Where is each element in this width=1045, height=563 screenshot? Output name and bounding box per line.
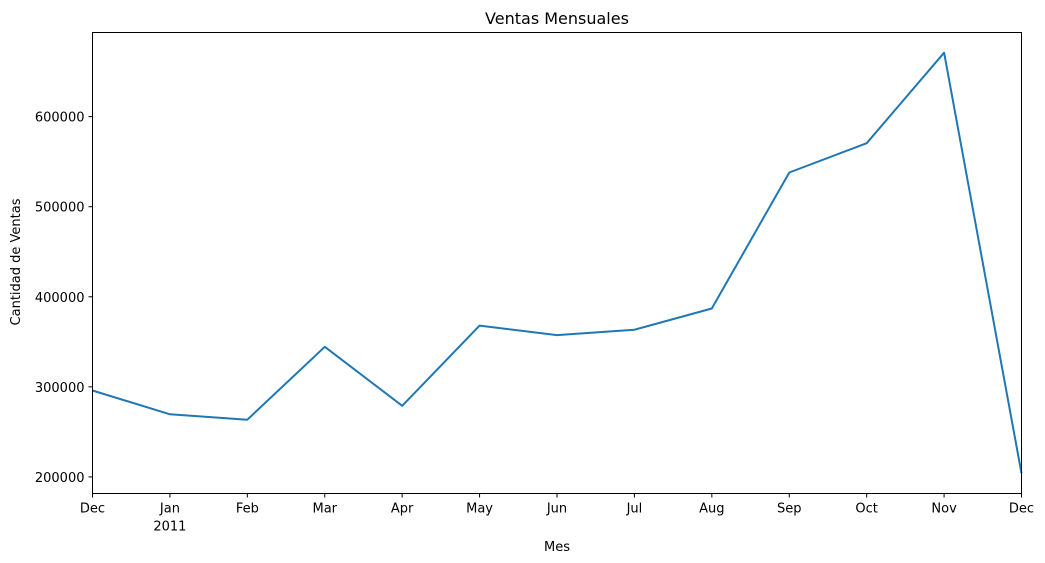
x-tick-year-label: 2011 [153,520,186,535]
chart-title: Ventas Mensuales [485,9,629,28]
x-tick-label: Aug [699,502,724,517]
plot-frame [92,32,1022,494]
y-tick-label: 400000 [35,291,85,306]
series-layer [92,51,1023,474]
y-tick-label: 600000 [35,111,85,126]
y-axis: 200000 300000 400000 500000 600000 [35,111,93,486]
x-tick-label: Sep [777,502,802,517]
x-tick-label: Apr [391,502,414,517]
x-tick-label: Mar [312,502,337,517]
y-axis-title: Cantidad de Ventas [9,198,24,325]
x-tick-label: Jan [159,502,180,517]
x-tick-label: Oct [855,502,877,517]
x-tick-label: Nov [931,502,957,517]
y-tick-label: 200000 [35,471,85,486]
x-tick-label: Jun [546,502,567,517]
x-tick-label: Dec [80,502,105,517]
x-tick-label: Jul [626,502,643,517]
y-tick-label: 500000 [35,201,85,216]
x-tick-label: Dec [1009,502,1034,517]
x-tick-label: May [466,502,493,517]
series-line [92,51,1023,474]
y-tick-label: 300000 [35,381,85,396]
x-axis: Dec Jan 2011 Feb Mar Apr May Jun Jul Aug Sep Oct Nov… [80,493,1034,535]
x-tick-label: Feb [236,502,259,517]
x-axis-title: Mes [544,540,570,555]
